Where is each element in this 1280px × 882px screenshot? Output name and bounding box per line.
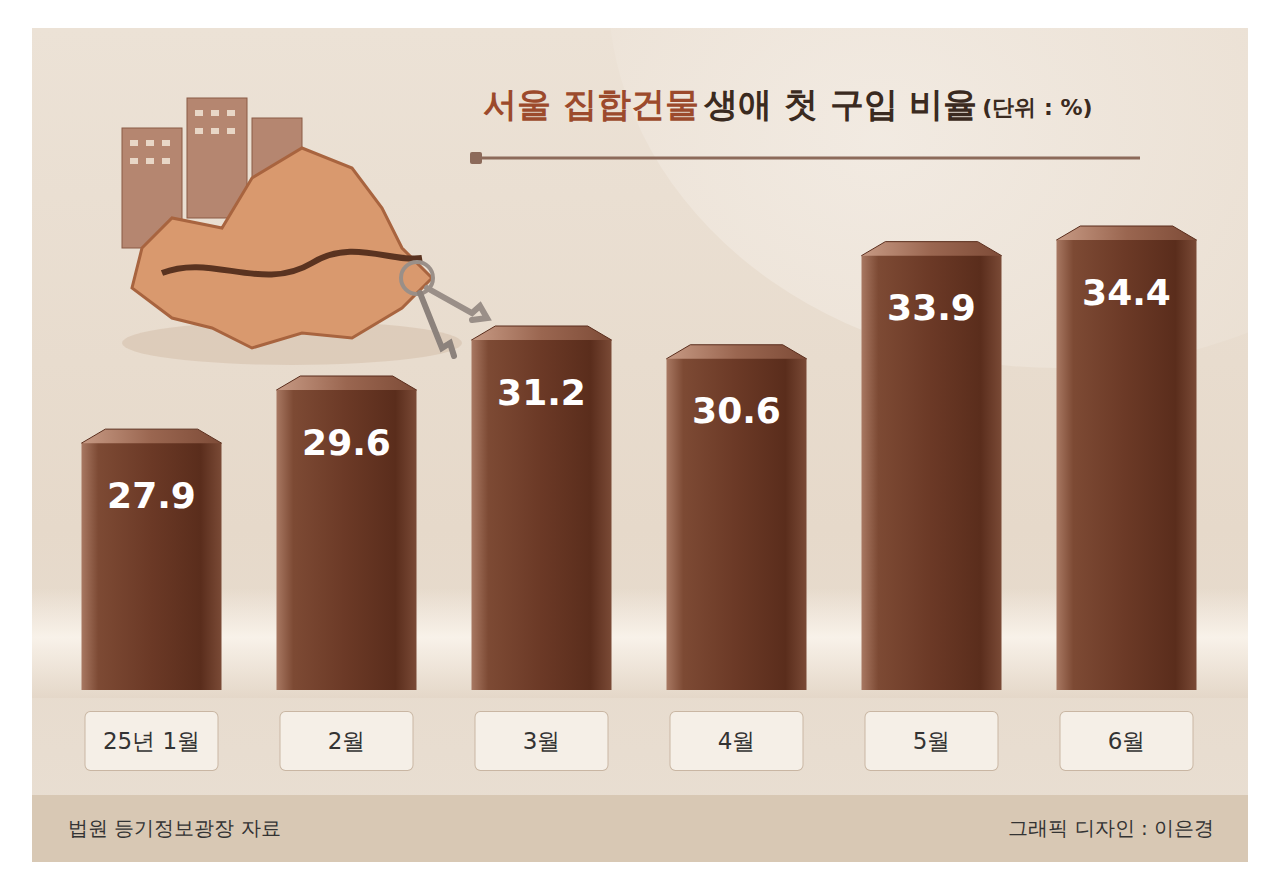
svg-text:생애 첫 구입 비율: 생애 첫 구입 비율 — [703, 84, 978, 124]
svg-text:4월: 4월 — [718, 728, 756, 754]
svg-text:5월: 5월 — [913, 728, 951, 754]
svg-text:6월: 6월 — [1108, 728, 1146, 754]
svg-text:(단위 : %): (단위 : %) — [982, 95, 1092, 120]
svg-text:서울 집합건물: 서울 집합건물 — [483, 84, 699, 124]
svg-text:30.6: 30.6 — [692, 390, 781, 431]
svg-text:33.9: 33.9 — [887, 287, 976, 328]
html-text:법원 등기정보광장 자료: 법원 등기정보광장 자료 — [68, 816, 281, 840]
svg-text:31.2: 31.2 — [497, 372, 586, 413]
svg-text:34.4: 34.4 — [1082, 272, 1171, 313]
svg-text:3월: 3월 — [523, 728, 561, 754]
svg-text:2월: 2월 — [328, 728, 366, 754]
svg-text:29.6: 29.6 — [302, 422, 391, 463]
svg-text:27.9: 27.9 — [107, 475, 196, 516]
svg-text:25년 1월: 25년 1월 — [103, 728, 200, 754]
html-text:그래픽 디자인 : 이은경: 그래픽 디자인 : 이은경 — [1008, 816, 1214, 840]
